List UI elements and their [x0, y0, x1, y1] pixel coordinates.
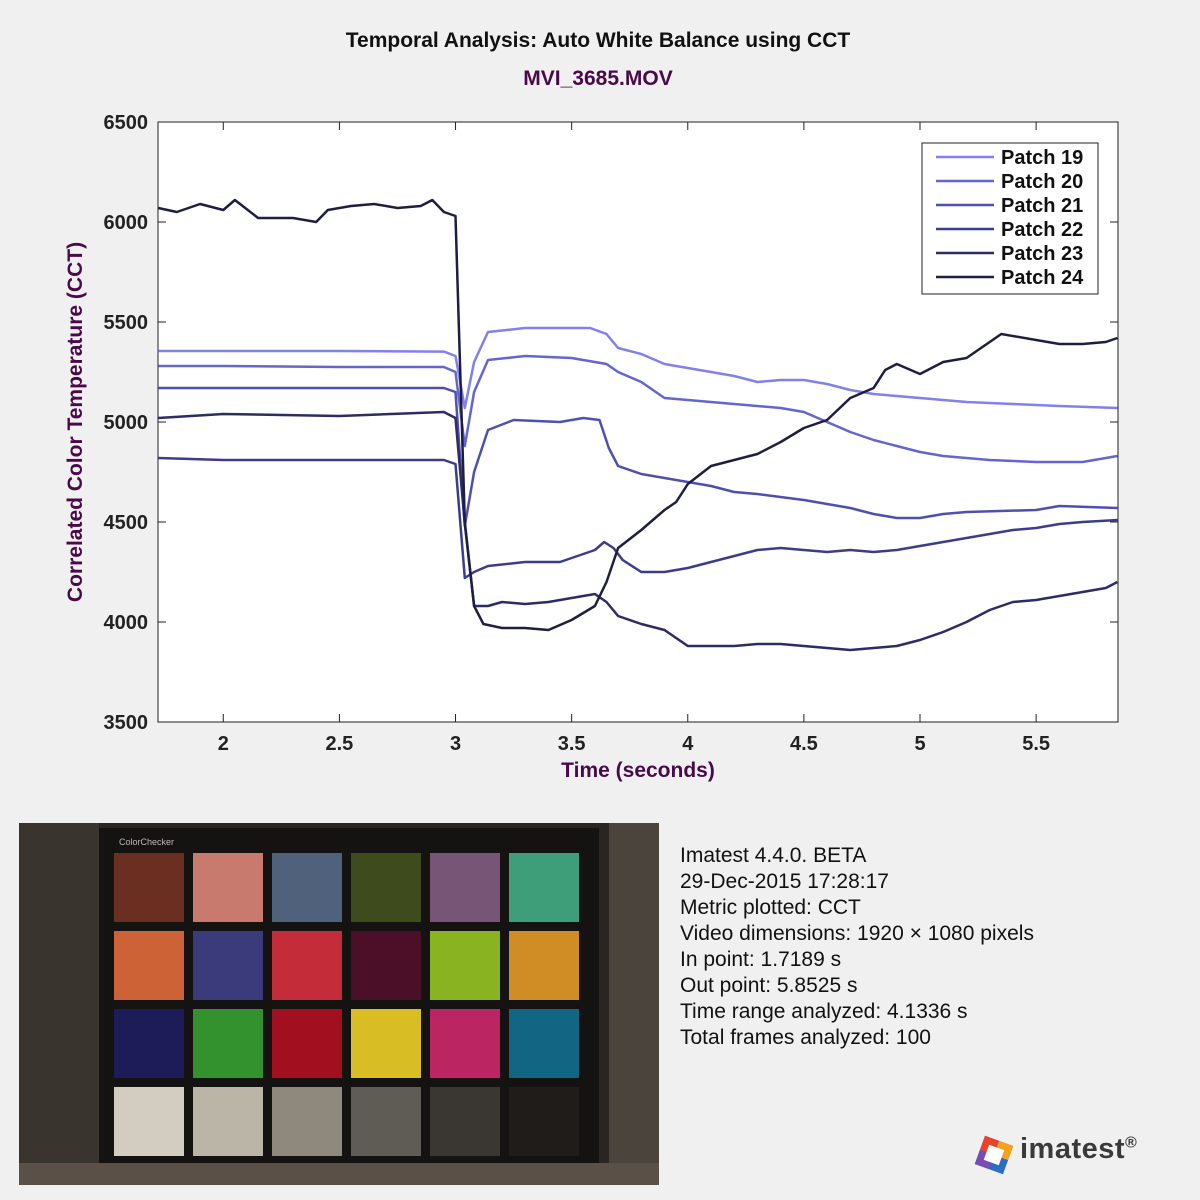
x-tick-label: 3.5 — [558, 733, 586, 755]
color-patch — [272, 931, 342, 1000]
color-patch — [193, 1009, 263, 1078]
info-in-point: In point: 1.7189 s — [680, 948, 842, 971]
imatest-logo: imatest® — [972, 1133, 1172, 1175]
y-tick-label: 4500 — [104, 512, 149, 534]
info-version: Imatest 4.4.0. BETA — [680, 844, 867, 867]
series-line-1 — [158, 326, 1118, 410]
info-time-range: Time range analyzed: 4.1336 s — [680, 1000, 968, 1023]
y-tick-label: 6000 — [104, 212, 149, 234]
color-patch — [430, 853, 500, 922]
color-patch — [193, 931, 263, 1000]
color-patch — [193, 853, 263, 922]
x-tick-label: 4 — [682, 733, 694, 755]
color-patch — [272, 1009, 342, 1078]
logo-registered-mark: ® — [1125, 1134, 1138, 1152]
x-tick-label: 2.5 — [325, 733, 353, 755]
color-patch — [430, 1087, 500, 1156]
y-axis-label: Correlated Color Temperature (CCT) — [64, 242, 87, 602]
color-patch — [509, 931, 579, 1000]
x-tick-label: 5.5 — [1022, 733, 1050, 755]
colorchecker-image: ColorChecker — [19, 823, 659, 1185]
color-patch — [430, 931, 500, 1000]
y-tick-label: 3500 — [104, 712, 149, 734]
imatest-logo-text: imatest® — [1020, 1133, 1137, 1166]
info-out-point: Out point: 5.8525 s — [680, 974, 858, 997]
color-patch — [114, 1009, 184, 1078]
series-line-6 — [158, 198, 1118, 632]
color-patch — [193, 1087, 263, 1156]
legend-label: Patch 19 — [1001, 147, 1083, 169]
x-tick-label: 5 — [914, 733, 925, 755]
color-patch — [351, 931, 421, 1000]
color-patch — [114, 1087, 184, 1156]
color-patch — [351, 853, 421, 922]
x-axis-label: Time (seconds) — [561, 759, 715, 782]
color-patch — [509, 1087, 579, 1156]
y-tick-label: 4000 — [104, 612, 149, 634]
legend-label: Patch 22 — [1001, 219, 1083, 241]
y-tick-label: 5500 — [104, 312, 149, 334]
x-tick-label: 4.5 — [790, 733, 818, 755]
color-patch — [509, 853, 579, 922]
legend-label: Patch 24 — [1001, 267, 1084, 289]
color-patch — [430, 1009, 500, 1078]
chart-subtitle: MVI_3685.MOV — [523, 67, 672, 90]
info-panel: Imatest 4.4.0. BETA 29-Dec-2015 17:28:17… — [680, 843, 1034, 1051]
y-tick-label: 5000 — [104, 412, 149, 434]
color-patch — [114, 853, 184, 922]
colorchecker-label: ColorChecker — [119, 837, 174, 847]
colorchecker-photo: ColorChecker — [19, 823, 659, 1185]
color-patch — [509, 1009, 579, 1078]
cct-chart: Temporal Analysis: Auto White Balance us… — [64, 29, 1119, 782]
color-patch — [114, 931, 184, 1000]
color-patch — [351, 1009, 421, 1078]
logo-word: imatest — [1020, 1133, 1126, 1165]
chart-title: Temporal Analysis: Auto White Balance us… — [346, 29, 851, 52]
legend-label: Patch 21 — [1001, 195, 1083, 217]
color-patch — [351, 1087, 421, 1156]
legend-label: Patch 20 — [1001, 171, 1083, 193]
info-dimensions: Video dimensions: 1920 × 1080 pixels — [680, 922, 1034, 945]
legend-box — [921, 142, 1099, 295]
imatest-logo-icon — [974, 1135, 1014, 1175]
y-tick-label: 6500 — [104, 112, 149, 134]
color-patch — [272, 1087, 342, 1156]
color-patch — [272, 853, 342, 922]
info-metric: Metric plotted: CCT — [680, 896, 861, 919]
x-tick-label: 2 — [218, 733, 229, 755]
info-date: 29-Dec-2015 17:28:17 — [680, 870, 889, 893]
info-total-frames: Total frames analyzed: 100 — [680, 1026, 931, 1049]
x-tick-label: 3 — [450, 733, 461, 755]
series-line-4 — [158, 456, 1118, 580]
legend-label: Patch 23 — [1001, 243, 1083, 265]
